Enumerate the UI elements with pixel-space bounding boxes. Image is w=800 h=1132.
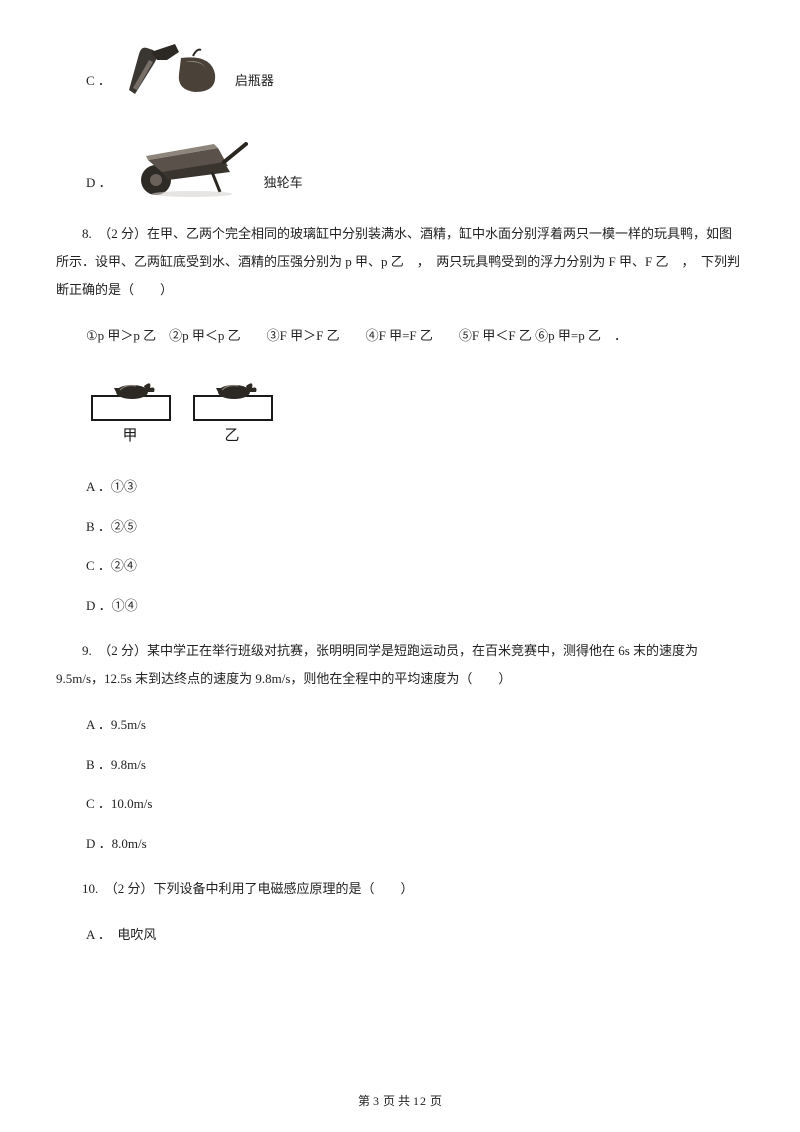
- q8-opt-b: B ．②⑤: [86, 517, 744, 537]
- q8-sequence: ①p 甲＞p 乙 ②p 甲＜p 乙 ③F 甲＞F 乙 ④F 甲=F 乙 ⑤F 甲…: [86, 326, 744, 346]
- footer-mid: 页 共: [383, 1094, 413, 1108]
- option-c-row: C ． 启瓶器: [86, 40, 744, 96]
- option-d-row: D ． 独轮车: [86, 122, 744, 198]
- footer-pre: 第: [358, 1094, 373, 1108]
- option-d-letter: D ．: [86, 173, 112, 193]
- option-c-letter: C ．: [86, 71, 111, 91]
- footer-cur: 3: [373, 1094, 380, 1108]
- q9-opt-c: C ．10.0m/s: [86, 794, 744, 814]
- q9-text: 9. （2 分）某中学正在举行班级对抗赛，张明明同学是短跑运动员，在百米竞赛中，…: [56, 637, 744, 693]
- q9-answers: A ．9.5m/s B ．9.8m/s C ．10.0m/s D ．8.0m/s: [56, 715, 744, 853]
- q8-diagram: 甲 乙: [86, 368, 744, 456]
- q8-text: 8. （2 分）在甲、乙两个完全相同的玻璃缸中分别装满水、酒精，缸中水面分别浮着…: [56, 220, 744, 304]
- exam-page: C ． 启瓶器 D ．: [0, 0, 800, 1132]
- footer-post: 页: [430, 1094, 442, 1108]
- q8-opt-a: A ．①③: [86, 477, 744, 497]
- caption-jia: 甲: [122, 428, 137, 444]
- page-footer: 第 3 页 共 12 页: [0, 1092, 800, 1110]
- wheelbarrow-image: [122, 122, 248, 198]
- bottle-opener-image: [121, 40, 219, 96]
- footer-total: 12: [413, 1094, 427, 1108]
- q8-opt-d: D ．①④: [86, 596, 744, 616]
- q9-opt-d: D ．8.0m/s: [86, 834, 744, 854]
- option-c-label: 启瓶器: [235, 71, 274, 91]
- option-d-label: 独轮车: [264, 173, 303, 193]
- q10-answers: A ． 电吹风: [56, 925, 744, 945]
- q9-opt-b: B ．9.8m/s: [86, 755, 744, 775]
- q8-opt-c: C ．②④: [86, 556, 744, 576]
- q9-opt-a: A ．9.5m/s: [86, 715, 744, 735]
- q10-text: 10. （2 分）下列设备中利用了电磁感应原理的是（ ）: [56, 875, 744, 903]
- q8-answers: A ．①③ B ．②⑤ C ．②④ D ．①④: [56, 477, 744, 615]
- q10-opt-a: A ． 电吹风: [86, 925, 744, 945]
- caption-yi: 乙: [224, 428, 239, 444]
